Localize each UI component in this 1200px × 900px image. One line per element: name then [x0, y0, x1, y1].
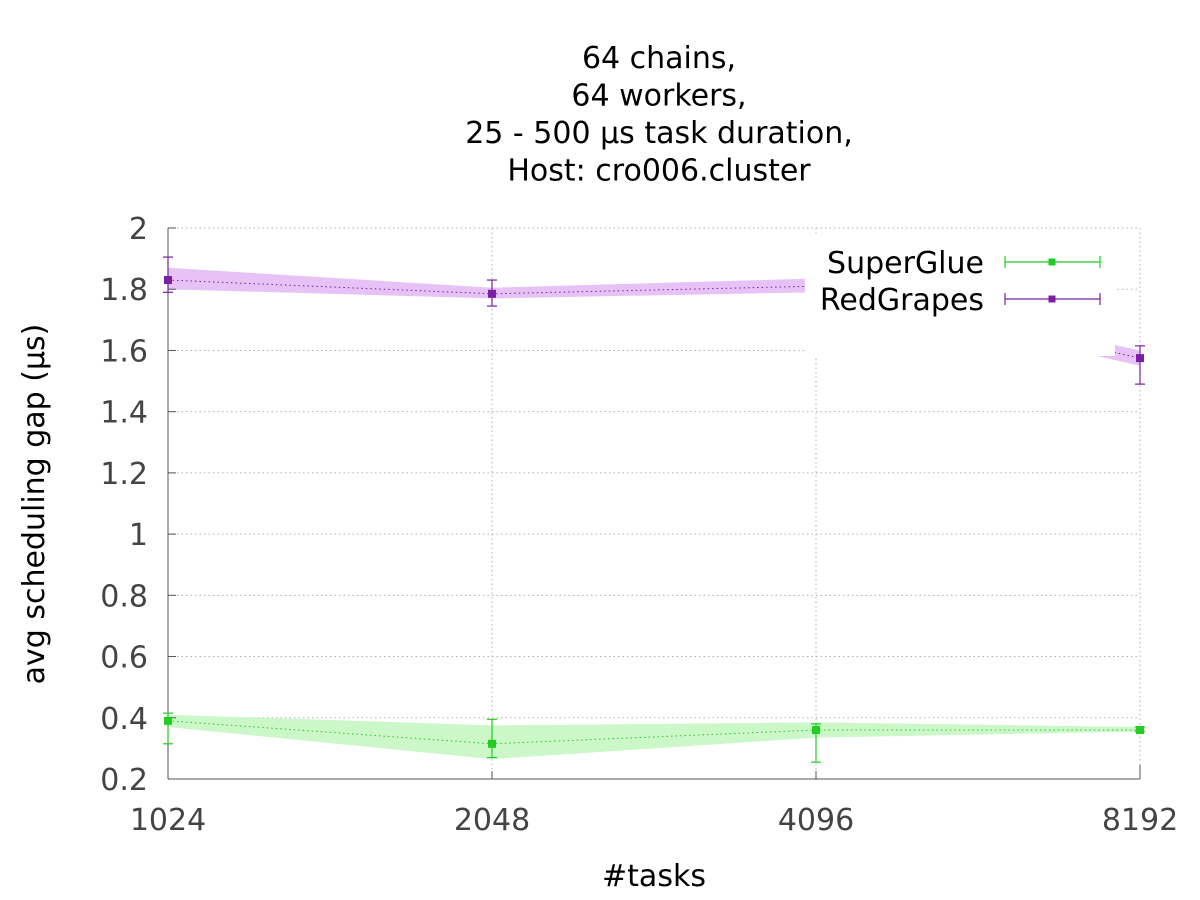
x-tick-label: 4096: [778, 803, 854, 838]
y-tick-label: 1.6: [100, 334, 148, 369]
y-axis-title: avg scheduling gap (µs): [17, 324, 52, 685]
data-point: [1136, 354, 1144, 363]
x-tick-label: 1024: [130, 803, 206, 838]
title-line: Host: cro006.cluster: [507, 154, 811, 189]
y-tick-label: 1.2: [100, 457, 148, 492]
error-band: [168, 267, 1140, 366]
legend-label: RedGrapes: [820, 283, 984, 318]
data-point: [1136, 726, 1144, 735]
title-line: 25 - 500 µs task duration,: [465, 116, 853, 151]
series-line: [167, 279, 1141, 359]
x-axis-title: #tasks: [602, 859, 706, 894]
tick-labels: 0.2 0.4 0.6 0.8 1 1.2 1.4 1.6 1.8 2 1024 2048 4096 81…: [100, 212, 1178, 838]
y-tick-label: 2: [129, 212, 148, 247]
data-point: [812, 726, 820, 735]
legend-background: [805, 236, 1115, 356]
legend-label: SuperGlue: [827, 246, 984, 281]
legend-marker: [1048, 258, 1056, 266]
y-tick-label: 0.6: [100, 641, 148, 676]
y-tick-label: 0.4: [100, 702, 148, 737]
error-bar: [163, 256, 173, 293]
data-point: [164, 716, 172, 725]
y-tick-label: 0.8: [100, 579, 148, 614]
y-tick-label: 0.2: [100, 763, 148, 798]
data-point: [488, 289, 496, 298]
x-tick-label: 8192: [1102, 803, 1178, 838]
title-line: 64 workers,: [571, 79, 746, 114]
series-line: [167, 720, 1140, 745]
x-tick-label: 2048: [454, 803, 530, 838]
y-tick-label: 1: [129, 518, 148, 553]
data-point: [488, 739, 496, 748]
axes: [167, 227, 1141, 780]
error-bar: [1135, 345, 1145, 385]
chart-title: 64 chains,64 workers,25 - 500 µs task du…: [465, 41, 853, 189]
error-bar: [487, 718, 497, 759]
y-tick-label: 1.8: [100, 273, 148, 308]
y-tick-label: 1.4: [100, 396, 148, 431]
legend-marker: [1048, 295, 1056, 303]
title-line: 64 chains,: [582, 41, 736, 76]
data-point: [164, 276, 172, 285]
